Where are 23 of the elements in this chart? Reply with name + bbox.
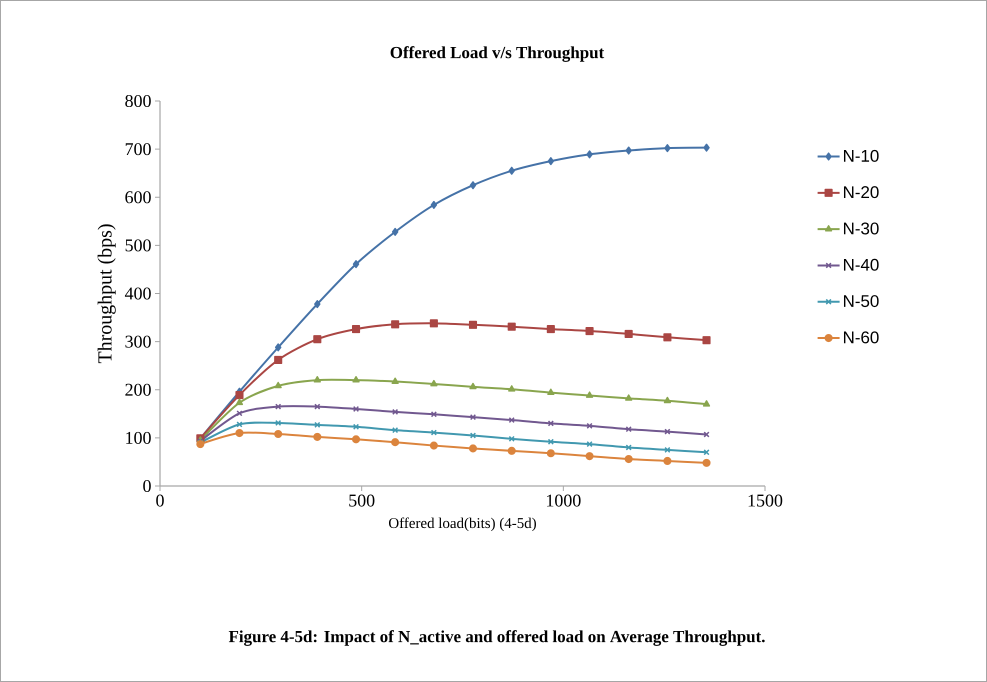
y-tick-label: 100 xyxy=(126,432,151,444)
x-tick-label: 1500 xyxy=(748,494,782,507)
y-tick-label: 200 xyxy=(125,384,151,396)
y-tick-label: 600 xyxy=(125,191,151,204)
x-axis-title: Offered load(bits) (4-5d) xyxy=(388,517,536,532)
y-tick-label: 700 xyxy=(126,143,151,156)
legend-label: N-60 xyxy=(844,331,879,344)
y-tick-label: 400 xyxy=(124,287,151,300)
y-tick-label: 0 xyxy=(143,480,151,492)
legend-label: N-50 xyxy=(844,295,879,308)
legend-label: N-10 xyxy=(844,150,879,162)
y-tick-label: 300 xyxy=(125,336,151,348)
x-tick-label: 500 xyxy=(349,494,374,507)
chart-title: Offered Load v/s Throughput xyxy=(390,46,604,62)
y-tick-label: 500 xyxy=(126,239,151,252)
legend-label: N-40 xyxy=(844,258,879,271)
x-tick-label: 1000 xyxy=(546,494,581,507)
x-tick-label: 0 xyxy=(156,494,164,507)
legend-label: N-20 xyxy=(844,186,879,198)
y-axis-title: Throughput (bps) xyxy=(98,224,116,364)
legend-label: N-30 xyxy=(844,222,879,234)
caption: Figure 4-5d: Impact of N_active and offered load on Average Throughput. xyxy=(228,630,765,646)
y-tick-label: 800 xyxy=(125,94,151,108)
